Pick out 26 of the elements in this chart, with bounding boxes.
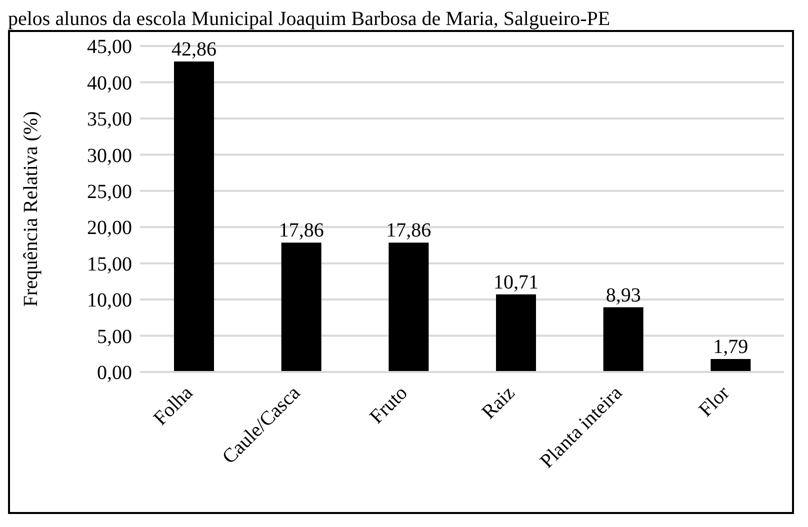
y-tick-label: 25,00: [87, 180, 132, 203]
data-label: 17,86: [386, 220, 432, 242]
y-tick-label: 0,00: [97, 362, 132, 384]
y-tick-label: 30,00: [87, 144, 132, 167]
y-tick-label: 20,00: [87, 217, 132, 240]
x-tick-label: Raiz: [478, 382, 520, 424]
data-label: 8,93: [606, 284, 641, 306]
x-tick-label: Flor: [694, 382, 734, 422]
bar: [174, 62, 214, 372]
bar: [710, 359, 751, 372]
y-tick-label: 45,00: [87, 36, 132, 58]
data-label: 1,79: [713, 336, 748, 358]
y-axis-title: Frequência Relativa (%): [20, 111, 42, 307]
bar: [603, 307, 644, 372]
y-tick-label: 5,00: [97, 326, 132, 348]
data-label: 17,86: [278, 220, 324, 242]
bar: [281, 242, 322, 372]
y-tick-label: 15,00: [87, 253, 132, 276]
data-label: 42,86: [172, 38, 216, 61]
y-tick-label: 10,00: [87, 290, 132, 312]
y-tick-label: 40,00: [87, 72, 132, 94]
y-tick-label: 35,00: [87, 108, 132, 131]
chart-title: pelos alunos da escola Municipal Joaquim Barbosa de Maria, Salgueiro-PE: [8, 8, 612, 30]
bar: [496, 294, 536, 372]
bar: [388, 242, 429, 372]
data-label: 10,71: [494, 271, 538, 294]
